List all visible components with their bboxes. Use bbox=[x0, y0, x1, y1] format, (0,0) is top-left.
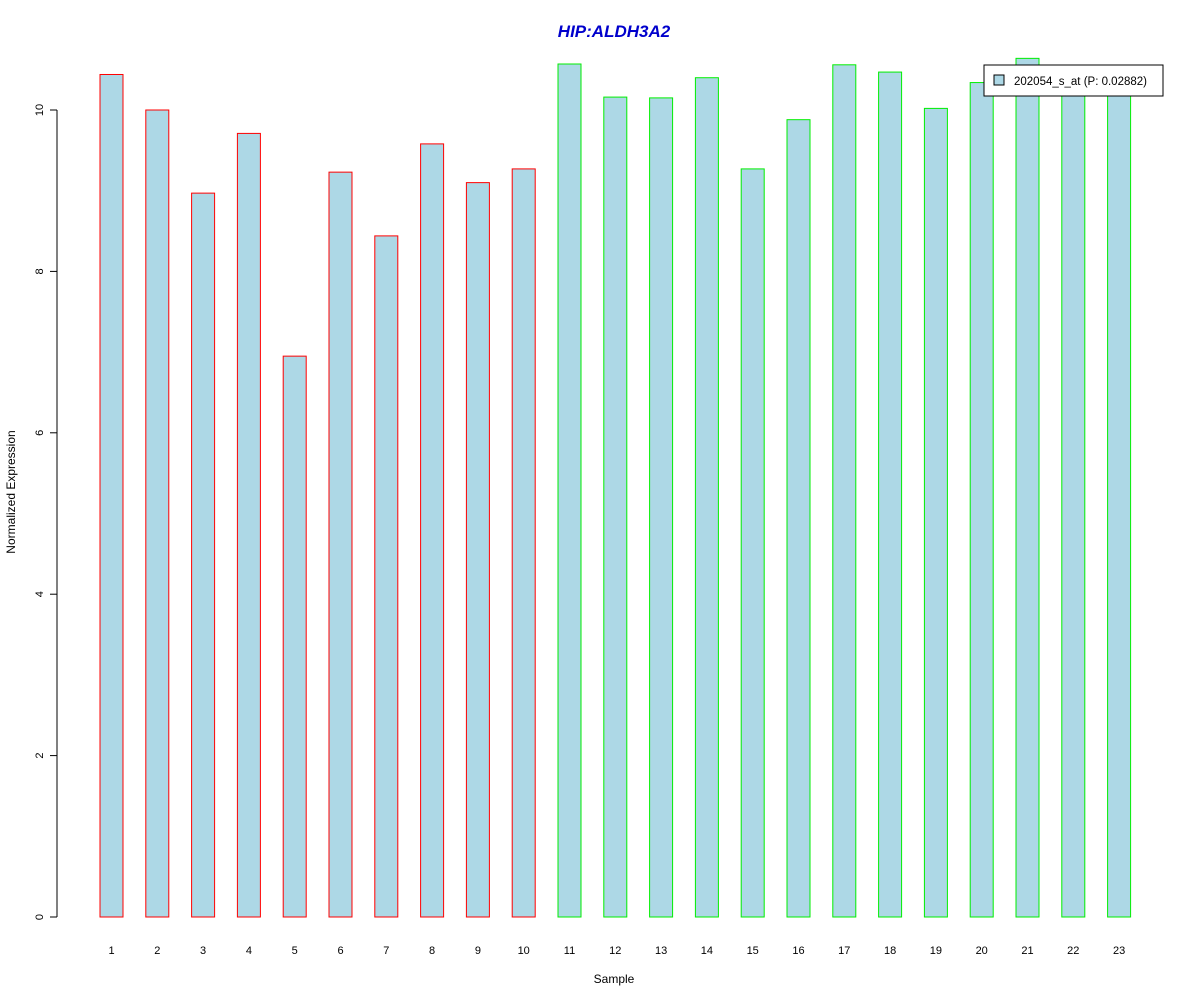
y-tick-label: 10 bbox=[34, 104, 46, 116]
x-tick-label: 21 bbox=[1021, 945, 1033, 957]
bar-sample-23 bbox=[1107, 92, 1132, 918]
y-tick-label: 8 bbox=[34, 268, 46, 274]
y-axis: 0 2 4 6 8 10 bbox=[34, 104, 58, 920]
y-axis-label: Normalized Expression bbox=[4, 430, 18, 553]
bar-sample-5 bbox=[282, 355, 307, 918]
bar-sample-7 bbox=[374, 235, 399, 918]
chart-title: HIP:ALDH3A2 bbox=[558, 22, 671, 41]
bar-sample-4 bbox=[236, 132, 261, 918]
x-tick-label: 23 bbox=[1113, 945, 1125, 957]
x-tick-label: 19 bbox=[930, 945, 942, 957]
bar-sample-8 bbox=[420, 143, 445, 918]
legend: 202054_s_at (P: 0.02882) bbox=[983, 64, 1164, 97]
bar-sample-21 bbox=[1015, 57, 1040, 918]
x-tick-label: 2 bbox=[154, 945, 160, 957]
bars bbox=[99, 57, 1132, 918]
bar-sample-11 bbox=[557, 63, 582, 918]
bar-sample-20 bbox=[969, 82, 994, 918]
x-tick-label: 5 bbox=[292, 945, 298, 957]
bar-sample-3 bbox=[191, 192, 216, 918]
x-tick-label: 20 bbox=[976, 945, 988, 957]
x-tick-label: 17 bbox=[838, 945, 850, 957]
x-tick-label: 12 bbox=[609, 945, 621, 957]
bar-sample-15 bbox=[740, 168, 765, 918]
bar-sample-17 bbox=[832, 64, 857, 918]
bar-sample-22 bbox=[1061, 90, 1086, 918]
bar-sample-18 bbox=[878, 71, 903, 918]
y-tick-label: 2 bbox=[34, 753, 46, 759]
x-tick-label: 6 bbox=[337, 945, 343, 957]
x-tick-label: 3 bbox=[200, 945, 206, 957]
y-tick-label: 6 bbox=[34, 430, 46, 436]
x-tick-label: 10 bbox=[518, 945, 530, 957]
y-tick-label: 4 bbox=[34, 591, 46, 597]
bar-sample-12 bbox=[603, 96, 628, 918]
x-tick-label: 16 bbox=[792, 945, 804, 957]
y-tick-label: 0 bbox=[34, 914, 46, 920]
x-tick-label: 1 bbox=[108, 945, 114, 957]
x-tick-label: 14 bbox=[701, 945, 713, 957]
x-tick-label: 4 bbox=[246, 945, 252, 957]
bar-sample-9 bbox=[465, 182, 490, 918]
bar-sample-14 bbox=[694, 77, 719, 918]
bar-sample-1 bbox=[99, 73, 124, 918]
x-tick-labels: 1 2 3 4 5 6 7 8 9 10 11 12 13 14 15 16 17 18 19 20 21 22 23 bbox=[108, 945, 1125, 957]
x-tick-label: 18 bbox=[884, 945, 896, 957]
bar-sample-6 bbox=[328, 171, 353, 918]
legend-series-label: 202054_s_at (P: 0.02882) bbox=[1014, 76, 1147, 88]
bar-sample-2 bbox=[145, 109, 170, 918]
bar-sample-13 bbox=[649, 97, 674, 918]
x-tick-label: 22 bbox=[1067, 945, 1079, 957]
x-tick-label: 13 bbox=[655, 945, 667, 957]
x-tick-label: 8 bbox=[429, 945, 435, 957]
bar-sample-16 bbox=[786, 119, 811, 918]
x-tick-label: 15 bbox=[747, 945, 759, 957]
x-tick-label: 11 bbox=[564, 945, 575, 957]
bar-sample-10 bbox=[511, 168, 536, 918]
x-axis-label: Sample bbox=[594, 972, 635, 986]
x-tick-label: 9 bbox=[475, 945, 481, 957]
bar-sample-19 bbox=[923, 107, 948, 918]
x-tick-label: 7 bbox=[383, 945, 389, 957]
legend-box bbox=[983, 64, 1164, 97]
legend-swatch bbox=[993, 74, 1005, 86]
